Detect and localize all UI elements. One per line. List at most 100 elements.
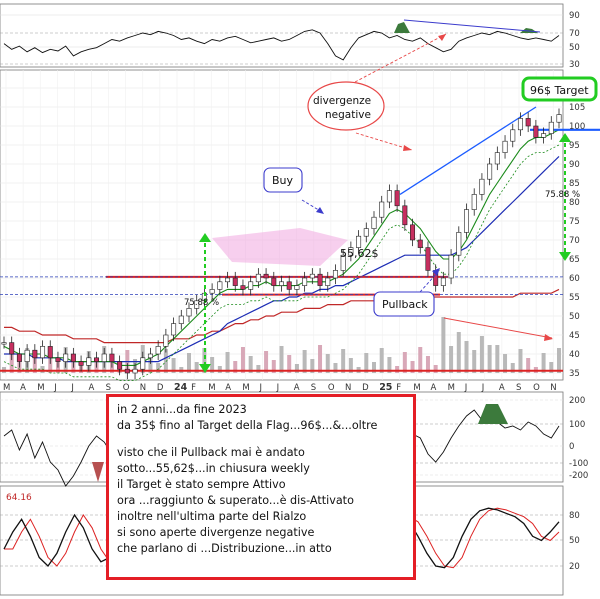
candle-body: [317, 273, 323, 286]
candle-body: [178, 315, 184, 324]
volume-bar: [264, 351, 269, 373]
candle-body: [517, 118, 523, 131]
price-tick-label: 60: [569, 274, 580, 284]
time-tick-label: 25: [379, 382, 392, 393]
rsi-panel: [0, 3, 564, 68]
volume-bar: [194, 362, 199, 373]
flag-fill: [212, 228, 348, 266]
candle-body: [379, 201, 385, 218]
candle-body: [140, 357, 146, 370]
note-line: da 35$ fino al Target della Flag...96$..…: [117, 419, 378, 432]
target-box: [521, 76, 598, 102]
candle-body: [394, 190, 400, 207]
candle-body: [448, 254, 454, 279]
price-tick-label: 75: [569, 217, 580, 227]
volume-bar: [425, 356, 430, 373]
candle-body: [348, 247, 354, 256]
candle-body: [78, 361, 84, 366]
level-label: 55,62$: [340, 247, 379, 260]
note-line: il Target è stato sempre Attivo: [117, 478, 286, 491]
price-tick-label: 100: [569, 122, 585, 132]
time-tick-label: J: [481, 383, 485, 393]
stoch-tick-label: 50: [569, 536, 580, 546]
candle-body: [255, 273, 261, 283]
volume-bar: [402, 352, 407, 373]
volume-bar: [240, 347, 245, 373]
time-tick-label: J: [53, 383, 57, 393]
time-tick-label: M: [242, 383, 249, 393]
analysis-note-box: in 2 anni...da fine 2023 da 35$ fino al …: [106, 394, 416, 580]
candle-body: [309, 273, 315, 279]
cci-oversold-fill: [92, 462, 104, 482]
pullback-box: [373, 291, 435, 317]
time-tick-label: N: [345, 383, 351, 393]
candle-body: [225, 277, 231, 283]
volume-bar: [187, 353, 191, 373]
candle-body: [325, 277, 331, 286]
candle-body: [263, 273, 269, 279]
measure-label-left: 75.88 %: [184, 298, 219, 308]
divergence-ellipse: [307, 81, 385, 131]
candle-body: [548, 121, 554, 134]
volume-bar: [233, 361, 238, 373]
note-line: ora ...raggiunto & superato...è dis-Atti…: [117, 494, 354, 507]
time-tick-label: J: [276, 383, 280, 393]
candle-body: [124, 368, 130, 374]
note-line: sotto...55,62$...in chiusura weekly: [117, 462, 310, 475]
volume-bar: [479, 336, 484, 373]
cci-tick-label: -100: [569, 459, 588, 469]
note-line: inoltre nell'ultima parte del Rialzo: [117, 510, 307, 523]
volume-bar: [510, 363, 515, 373]
volume-bar: [518, 349, 523, 373]
volume-bar: [271, 360, 276, 373]
price-tick-label: 65: [569, 255, 580, 265]
volume-bar: [464, 341, 469, 373]
measure-arrowhead: [559, 133, 571, 142]
volume-bar: [318, 345, 323, 373]
cci-tick-label: 200: [569, 396, 585, 406]
rsi-line: [3, 29, 560, 61]
measure-arrowhead: [199, 233, 211, 242]
candle-body: [463, 209, 469, 233]
candle-body: [363, 228, 369, 237]
price-tick-label: 85: [569, 179, 580, 189]
candle-body: [240, 285, 246, 290]
pullback-arrow: [419, 271, 439, 293]
rsi-indicator: [0, 14, 563, 65]
volume-bar: [333, 363, 338, 373]
note-line: che parlano di ...Distribuzione...in att…: [117, 542, 332, 555]
candle-body: [86, 357, 92, 366]
candle-body: [55, 357, 61, 362]
time-tick-label: D: [157, 383, 164, 393]
candle-body: [525, 118, 531, 127]
time-tick-label: N: [550, 383, 556, 393]
time-tick-label: D: [362, 383, 369, 393]
candle-body: [479, 178, 485, 195]
candle-body: [16, 353, 22, 362]
buy-box: [263, 167, 303, 193]
candle-body: [132, 368, 138, 374]
upper-trendline: [399, 106, 537, 195]
divergence-arrowhead: [438, 34, 446, 41]
candle-body: [533, 125, 539, 138]
candle-body: [70, 353, 76, 362]
volume-bar: [348, 358, 353, 373]
volume-bar: [248, 356, 253, 373]
price-tick-label: 80: [569, 198, 580, 208]
buy-label: Buy: [272, 174, 294, 187]
candle-body: [155, 346, 161, 355]
cci-overbought-fill: [478, 404, 508, 424]
candle-body: [194, 300, 200, 309]
volume-bar: [372, 362, 376, 373]
volume-bar: [287, 355, 292, 373]
candle-body: [386, 190, 392, 203]
time-tick-label: M: [208, 383, 215, 393]
candle-body: [40, 346, 46, 359]
pullback-arrowhead: [432, 268, 440, 276]
candle-body: [63, 353, 69, 362]
candle-body: [471, 194, 477, 210]
divergence-arrow-up: [354, 33, 447, 83]
time-tick-label: M: [3, 383, 10, 393]
rsi-tick-label: 50: [569, 43, 580, 53]
note-line: visto che il Pullback mai è andato: [117, 446, 305, 459]
